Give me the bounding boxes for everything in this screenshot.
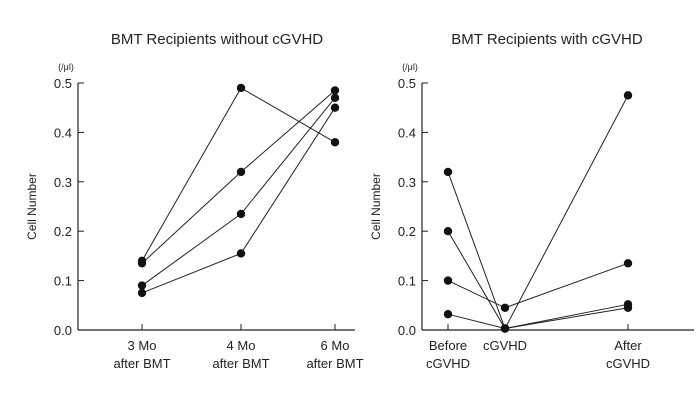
panel-1-series-2-line [141,90,336,264]
panel-1-x-tick-label: after BMT [113,356,170,371]
panel-2-y-tick-label: 0.4 [398,125,416,140]
panel-2-y-tick-label: 0.2 [398,224,416,239]
panel-2-y-tick-label: 0.1 [398,274,416,289]
panel-2-x-tick-label: cGVHD [426,356,470,371]
panel-1-y-tick-label: 0.0 [54,323,72,338]
panel-2-y-tick-label: 0.0 [398,323,416,338]
panel-2-title: BMT Recipients with cGVHD [451,31,643,48]
panel-2-y-tick-label: 0.5 [398,76,416,91]
panel-1-x-tick-label: after BMT [212,356,269,371]
panel-1-unit-label: (/μl) [58,62,74,72]
panel-1-x-tick-label: after BMT [306,356,363,371]
panel-1-y-tick-label: 0.4 [54,125,72,140]
panel-1-x-tick-label: 4 Mo [227,338,256,353]
panel-2-x-tick-label: Before [429,338,467,353]
panel-1-x-tick-label: 6 Mo [321,338,350,353]
panel-2-series-3-point-1 [443,276,453,285]
panel-2-x-tick-label: cGVHD [606,356,650,371]
panel-1-series-1-point-2 [236,83,246,93]
panel-2-y-tick-label: 0.3 [398,175,416,190]
panel-2-y-axis-label: Cell Number [369,173,383,240]
panel-1-y-tick-label: 0.1 [54,274,72,289]
panel-1-series-2-point-3 [330,86,340,95]
panel-2-series-1-point-1 [443,167,453,177]
panel-1-series-3-point-2 [236,209,246,219]
panel-1-series-4-point-2 [236,249,246,258]
panel-2-series-3-point-2 [500,303,510,312]
panel-2-x-tick-label: cGVHD [483,338,527,353]
panel-1-series-3-point-3 [330,93,340,103]
panel-2-series-3-line [447,262,629,309]
panel-2-series-4-point-1 [443,309,453,319]
panel-1-series-2-point-2 [236,167,246,177]
panel-2-series-3-point-3 [623,259,633,268]
panel-1-series-3-point-1 [137,281,147,290]
panel-2-series-1-point-3 [623,91,633,100]
panel-1-y-tick-label: 0.5 [54,76,72,91]
panel-1-series-4-point-1 [137,288,147,298]
panel-1-series-1-point-3 [330,138,340,147]
panel-2-series-2-point-1 [443,227,453,236]
panel-1-y-tick-label: 0.3 [54,175,72,190]
panel-1-series-4-point-3 [330,103,340,112]
panel-1-y-tick-label: 0.2 [54,224,72,239]
panel-2-x-tick-label: After [614,338,642,353]
panel-2-series-4-line [447,303,629,330]
panel-2-unit-label: (/μl) [402,62,418,72]
panel-2-series-4-point-3 [623,300,633,309]
panel-1-title: BMT Recipients without cGVHD [111,31,323,48]
panel-1-series-2-point-1 [137,259,147,268]
panel-2-series-4-point-2 [500,324,510,333]
panel-1-y-axis-label: Cell Number [25,173,39,240]
panel-1-x-tick-label: 3 Mo [128,338,157,353]
